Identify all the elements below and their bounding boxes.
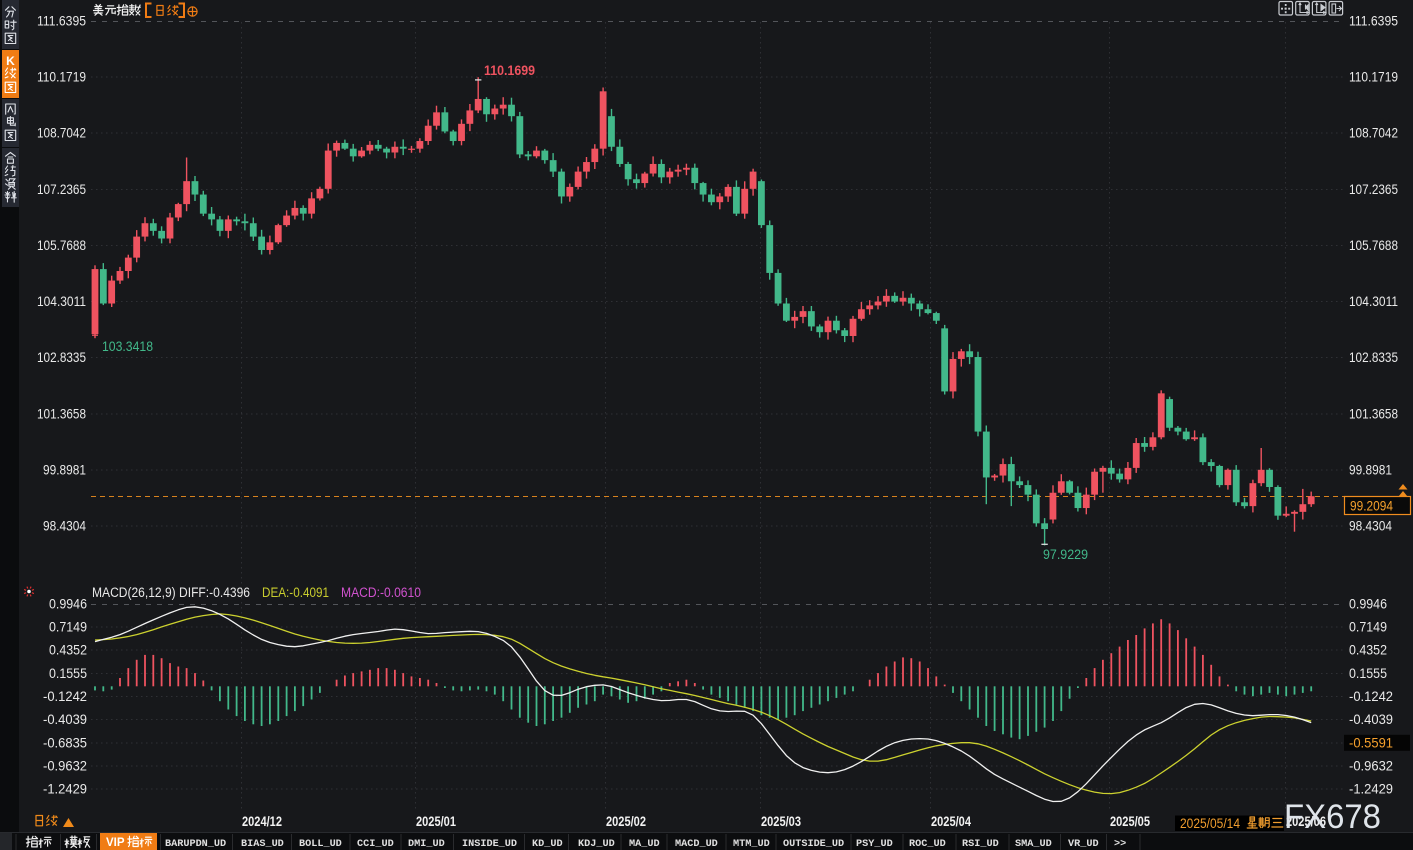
svg-text:108.7042: 108.7042	[1349, 126, 1398, 141]
svg-text:MA_UD: MA_UD	[629, 839, 660, 850]
svg-text:101.3658: 101.3658	[1349, 406, 1398, 421]
svg-text:0.7149: 0.7149	[1349, 620, 1387, 635]
svg-text:110.1719: 110.1719	[1349, 70, 1398, 85]
svg-text:2025/04: 2025/04	[931, 814, 971, 829]
svg-text:KD_UD: KD_UD	[532, 839, 563, 850]
svg-text:DMI_UD: DMI_UD	[408, 839, 445, 850]
svg-text:2025/03: 2025/03	[761, 814, 801, 829]
svg-text:-0.6835: -0.6835	[43, 735, 87, 750]
svg-text:BOLL_UD: BOLL_UD	[299, 839, 342, 850]
svg-text:MTM_UD: MTM_UD	[733, 839, 770, 850]
svg-text:-0.4039: -0.4039	[43, 712, 87, 727]
svg-text:111.6395: 111.6395	[37, 14, 86, 29]
svg-text:108.7042: 108.7042	[37, 126, 86, 141]
svg-text:PSY_UD: PSY_UD	[856, 839, 893, 850]
svg-text:CCI_UD: CCI_UD	[357, 839, 394, 850]
svg-text:-1.2429: -1.2429	[1349, 782, 1393, 797]
svg-text:>>: >>	[1114, 839, 1126, 850]
svg-text:INSIDE_UD: INSIDE_UD	[462, 839, 517, 850]
svg-text:-0.5591: -0.5591	[1349, 735, 1393, 750]
svg-text:BARUPDN_UD: BARUPDN_UD	[165, 839, 226, 850]
svg-text:104.3011: 104.3011	[1349, 294, 1398, 309]
svg-text:DEA:-0.4091: DEA:-0.4091	[262, 585, 329, 600]
svg-text:2025/01: 2025/01	[416, 814, 456, 829]
svg-text:105.7688: 105.7688	[37, 238, 86, 253]
svg-text:111.6395: 111.6395	[1349, 14, 1398, 29]
svg-text:99.2094: 99.2094	[1350, 499, 1393, 514]
svg-text:102.8335: 102.8335	[1349, 350, 1398, 365]
svg-text:2025/02: 2025/02	[606, 814, 646, 829]
svg-text:101.3658: 101.3658	[37, 406, 86, 421]
svg-text:FX678: FX678	[1284, 798, 1381, 836]
svg-text:110.1719: 110.1719	[37, 70, 86, 85]
svg-text:-1.2429: -1.2429	[43, 782, 87, 797]
svg-text:0.1555: 0.1555	[1349, 666, 1387, 681]
svg-text:K: K	[6, 54, 15, 68]
svg-text:RSI_UD: RSI_UD	[962, 839, 999, 850]
svg-text:VR_UD: VR_UD	[1068, 839, 1099, 850]
svg-text:0.7149: 0.7149	[49, 620, 87, 635]
svg-text:0.1555: 0.1555	[49, 666, 87, 681]
svg-text:MACD_UD: MACD_UD	[675, 839, 718, 850]
svg-text:MACD(26,12,9) DIFF:-0.4396: MACD(26,12,9) DIFF:-0.4396	[92, 585, 250, 600]
svg-text:VIP: VIP	[106, 837, 125, 849]
svg-text:-0.1242: -0.1242	[1349, 689, 1393, 704]
svg-text:0.9946: 0.9946	[1349, 597, 1387, 612]
svg-text:98.4304: 98.4304	[1349, 519, 1392, 534]
svg-text:105.7688: 105.7688	[1349, 238, 1398, 253]
svg-text:OUTSIDE_UD: OUTSIDE_UD	[783, 839, 844, 850]
svg-text:99.8981: 99.8981	[43, 462, 86, 477]
svg-text:-0.9632: -0.9632	[1349, 758, 1393, 773]
svg-text:102.8335: 102.8335	[37, 350, 86, 365]
svg-text:2025/05: 2025/05	[1110, 814, 1150, 829]
svg-text:-0.1242: -0.1242	[43, 689, 87, 704]
svg-text:2025/05/14: 2025/05/14	[1180, 816, 1240, 831]
svg-text:107.2365: 107.2365	[1349, 182, 1398, 197]
svg-text:-0.9632: -0.9632	[43, 758, 87, 773]
svg-text:2024/12: 2024/12	[242, 814, 282, 829]
svg-text:97.9229: 97.9229	[1043, 547, 1088, 562]
svg-text:99.8981: 99.8981	[1349, 462, 1392, 477]
svg-text:104.3011: 104.3011	[37, 294, 86, 309]
svg-text:0.4352: 0.4352	[1349, 643, 1387, 658]
svg-text:0.4352: 0.4352	[49, 643, 87, 658]
svg-text:107.2365: 107.2365	[37, 182, 86, 197]
svg-text:ROC_UD: ROC_UD	[909, 839, 946, 850]
svg-text:SMA_UD: SMA_UD	[1015, 839, 1052, 850]
svg-text:-0.4039: -0.4039	[1349, 712, 1393, 727]
svg-text:98.4304: 98.4304	[43, 519, 86, 534]
svg-text:0.9946: 0.9946	[49, 597, 87, 612]
svg-text:2025/06: 2025/06	[1286, 814, 1326, 829]
svg-text:KDJ_UD: KDJ_UD	[578, 839, 615, 850]
svg-text:MACD:-0.0610: MACD:-0.0610	[341, 585, 421, 600]
svg-text:110.1699: 110.1699	[484, 63, 535, 78]
svg-text:BIAS_UD: BIAS_UD	[241, 839, 284, 850]
svg-text:103.3418: 103.3418	[102, 339, 153, 354]
